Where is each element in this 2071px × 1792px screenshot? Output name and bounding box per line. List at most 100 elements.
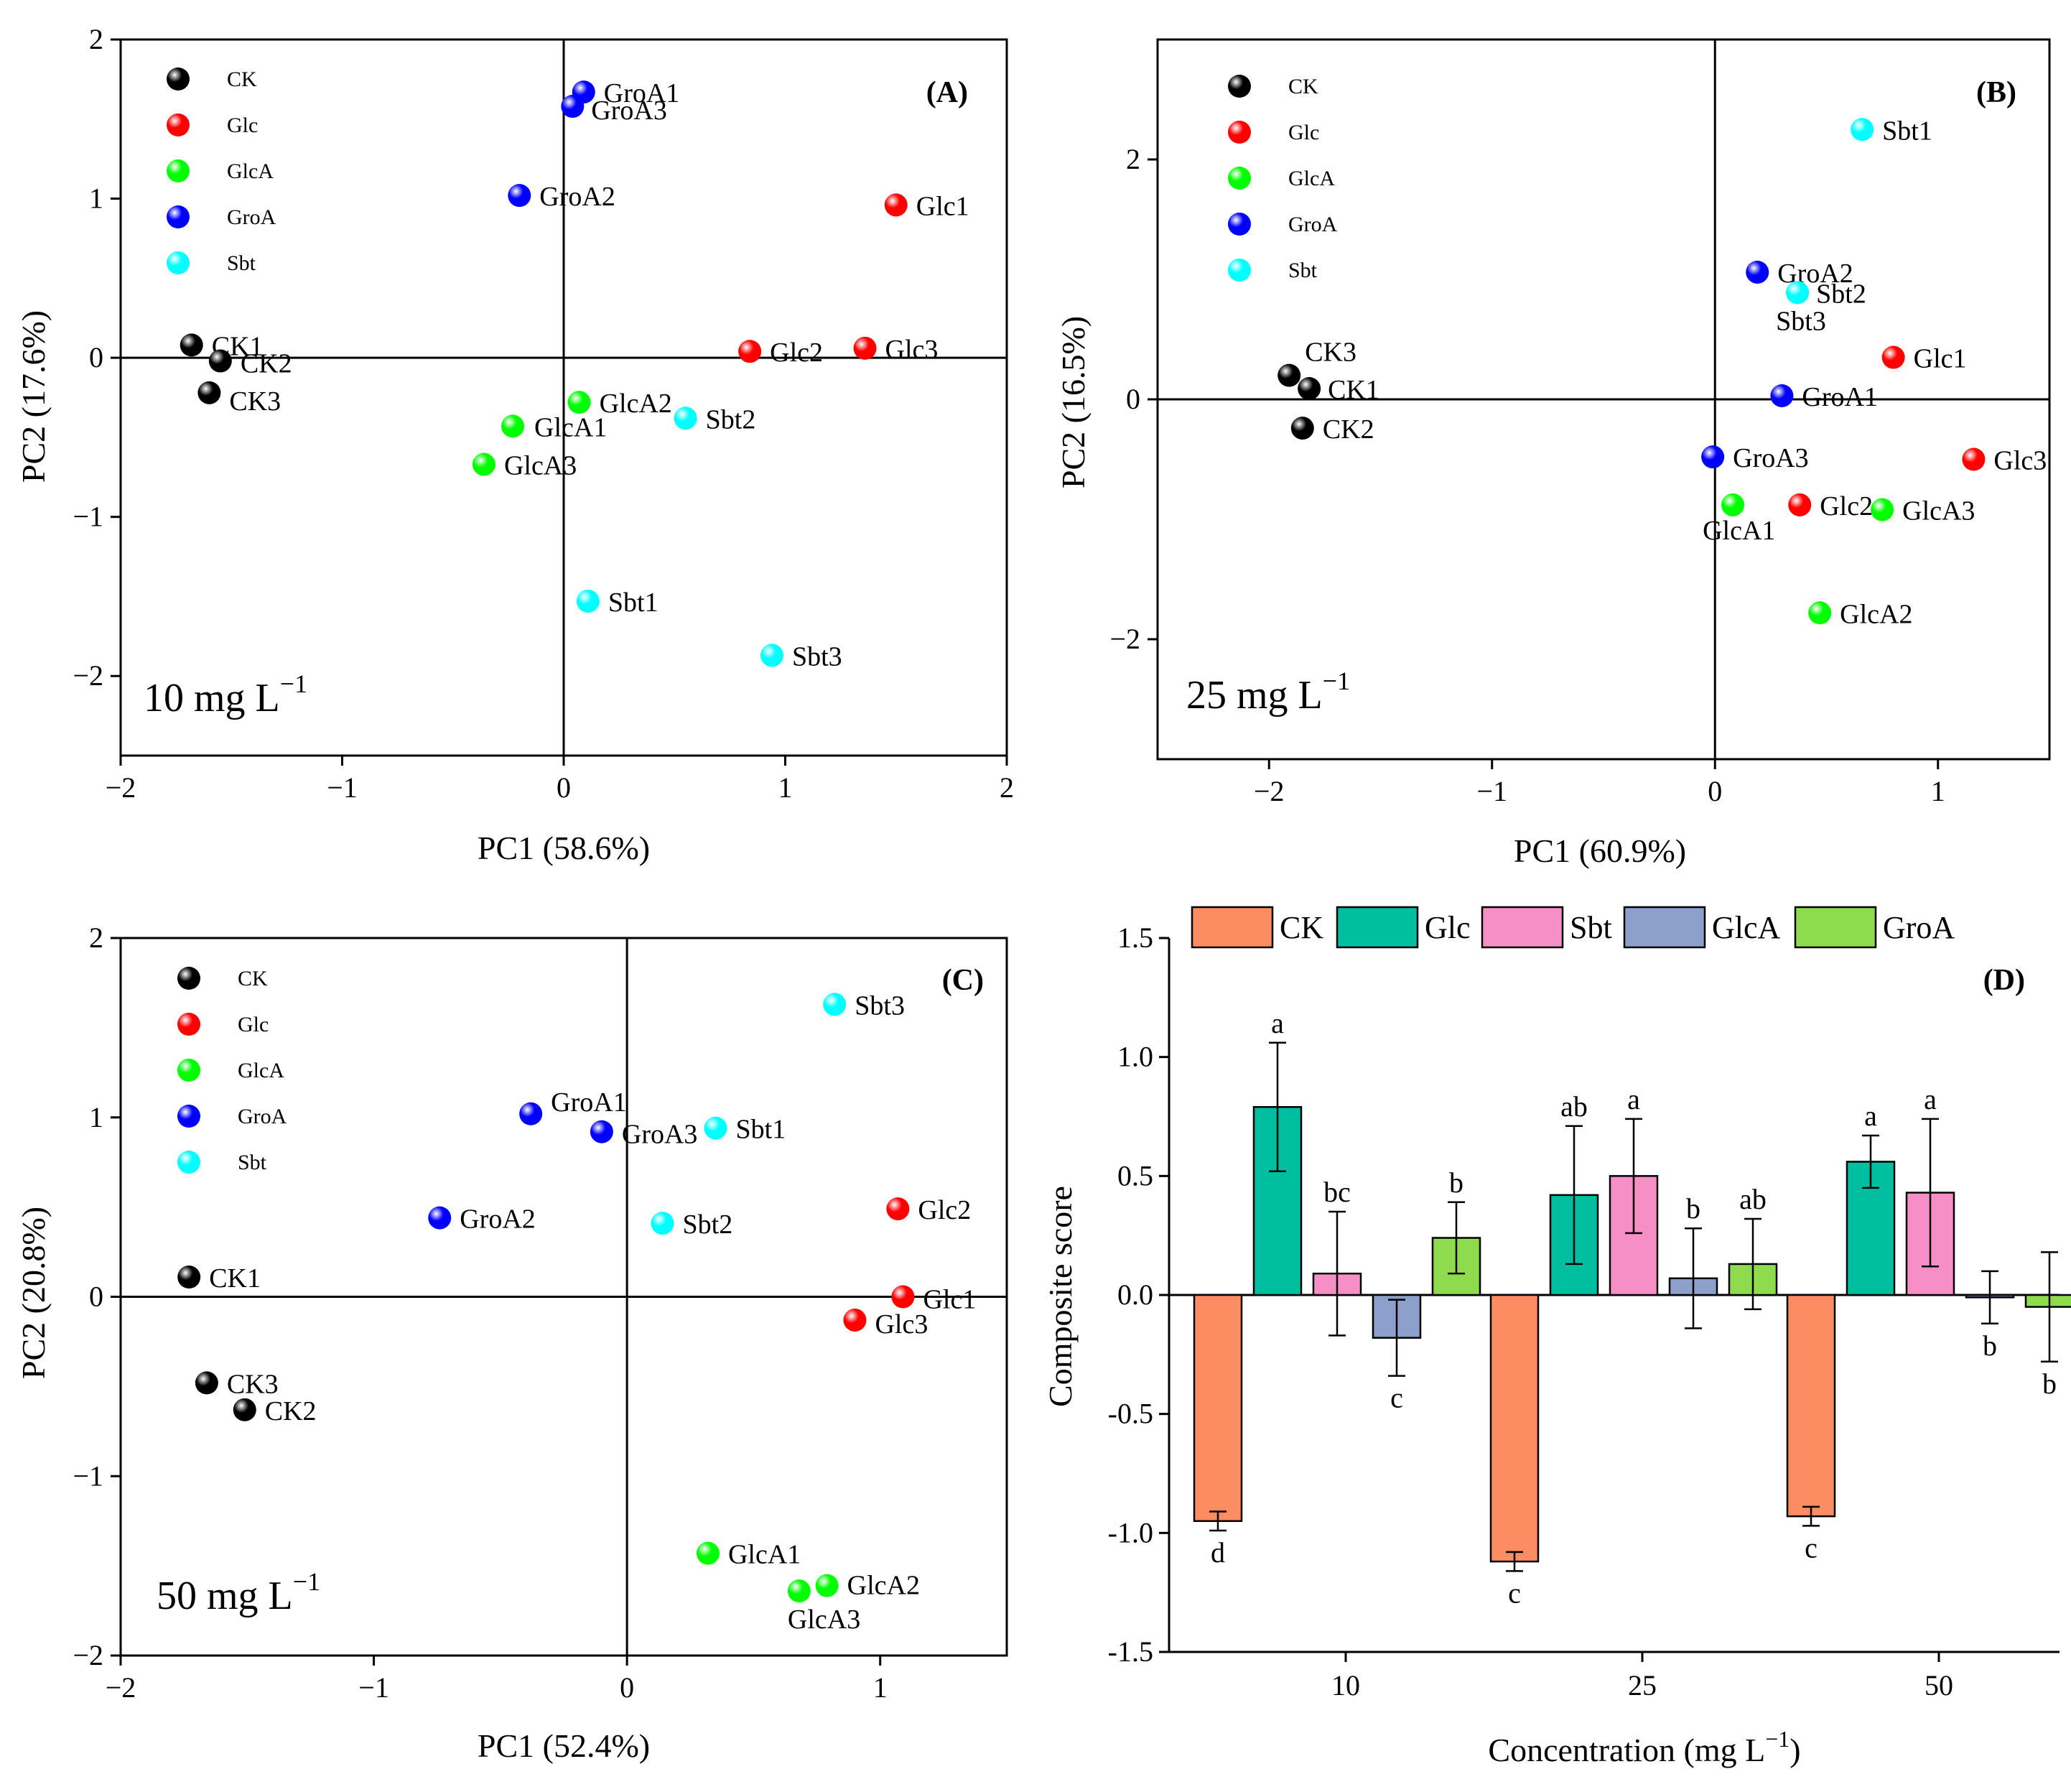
point-groa1 [1770,384,1794,407]
point-glc1 [891,1285,915,1309]
y-tick-label: 0 [89,341,103,373]
point-label-glca2: GlcA2 [1840,599,1912,629]
legend-label-groa: GroA [1883,910,1955,945]
panel-c-ylabel: PC2 (20.8%) [15,1207,52,1379]
y-tick-label: -1.5 [1108,1635,1153,1668]
y-tick-label: 2 [89,23,103,55]
legend-label-sbt: Sbt [227,251,256,275]
x-tick-label: −2 [106,1671,136,1704]
panel-c-tag: (C) [942,964,984,997]
point-ck2 [233,1398,256,1421]
point-sbt2 [674,407,697,430]
point-label-sbt1: Sbt1 [736,1115,786,1145]
legend-marker-glc [1228,121,1251,144]
legend-marker-glca [177,1059,200,1082]
point-sbt1 [704,1116,727,1140]
point-label-groa1: GroA1 [604,78,680,108]
point-glca1 [696,1541,720,1565]
point-label-sbt3: Sbt3 [855,990,905,1021]
bar-ck-50 [1786,1294,1836,1518]
y-tick-label: 1.0 [1117,1041,1153,1073]
legend-swatch-groa [1794,906,1877,949]
point-label-groa3: GroA3 [591,96,667,126]
significance-letter: b [2042,1368,2057,1400]
point-label-glca3: GlcA3 [1902,496,1975,526]
legend-label-sbt: Sbt [1570,910,1612,945]
point-label-groa3: GroA3 [622,1120,698,1150]
panel-c-axes: −2 −1 0 1 −2 −1 0 1 2 [73,921,1008,1704]
point-glca3 [472,452,495,476]
legend-label-glc: Glc [1288,121,1319,144]
panel-a-tag: (A) [926,76,968,109]
legend-label-glc: Glc [238,1013,269,1036]
legend-swatch-glc [1336,906,1419,949]
point-glc3 [843,1308,867,1332]
panel-d-tag: (D) [1983,964,2025,997]
y-tick-label: −2 [1109,623,1140,655]
point-ck3 [195,1371,218,1395]
point-label-groa2: GroA2 [539,182,615,212]
significance-letter: c [1508,1577,1521,1609]
point-label-groa2: GroA2 [460,1204,536,1235]
point-label-ck3: CK3 [229,386,281,417]
legend-marker-ck [1228,75,1251,98]
point-label-sbt2: Sbt2 [1816,279,1866,309]
point-label-groa3: GroA3 [1733,443,1809,473]
point-label-glca2: GlcA2 [600,389,672,419]
point-label-groa1: GroA1 [1802,382,1878,412]
x-tick-label: 1 [873,1671,888,1704]
significance-letter: b [1449,1166,1463,1199]
legend-label-groa: GroA [238,1105,287,1128]
point-label-glca1: GlcA1 [728,1540,801,1570]
point-sbt3 [760,644,783,667]
bar-groa-50 [2024,1294,2071,1308]
legend-label-ck: CK [238,967,268,990]
point-label-sbt2: Sbt2 [683,1210,733,1240]
point-label-ck2: CK2 [1323,414,1374,445]
y-tick-label: −1 [73,1459,103,1492]
x-tick-label: 50 [1925,1669,1953,1702]
significance-letter: d [1211,1536,1225,1569]
legend-label-sbt: Sbt [238,1151,267,1174]
point-label-glc2: Glc2 [1820,491,1873,521]
legend-swatch-glca [1623,906,1706,949]
panel-b-concentration: 25 mg L−1 [1186,667,1350,718]
point-label-glca3: GlcA3 [504,451,577,481]
legend-label-ck: CK [1280,910,1323,945]
point-label-groa1: GroA1 [551,1087,627,1118]
point-label-glca3: GlcA3 [788,1605,860,1635]
x-tick-label: −2 [1254,775,1285,807]
significance-letter: a [1271,1007,1284,1039]
x-tick-label: −1 [327,771,358,804]
bar-ck-10 [1193,1294,1243,1523]
panel-c-concentration: 50 mg L−1 [157,1567,320,1618]
point-glca2 [1808,601,1832,625]
point-label-glc2: Glc2 [918,1195,971,1225]
point-glca3 [787,1579,811,1603]
panel-d-bar-composite: CK Glc Sbt GlcA GroA -1.5 -1.0 -0.5 0.0 0.5 1.0 1.… [1042,906,2071,1768]
y-tick-label: 2 [89,921,103,954]
legend-marker-ck [177,967,200,990]
point-label-glca1: GlcA1 [534,412,607,442]
legend-label-ck: CK [227,68,257,91]
y-tick-label: 0.5 [1117,1159,1153,1192]
point-label-glc2: Glc2 [770,338,823,368]
legend-label-sbt: Sbt [1288,259,1318,282]
point-label-glc3: Glc3 [875,1309,928,1340]
point-label-ck2: CK2 [241,349,292,379]
point-label-sbt3: Sbt3 [792,641,842,672]
legend-label-glc: Glc [227,113,258,137]
point-sbt3 [1786,281,1810,305]
y-tick-label: 2 [1126,143,1140,175]
point-glca2 [815,1574,839,1597]
significance-letter: ab [1739,1183,1767,1215]
panel-d-legend: CK Glc Sbt GlcA GroA [1191,906,1955,949]
legend-marker-groa [167,205,190,228]
legend-label-ck: CK [1288,75,1318,98]
panel-a-concentration: 10 mg L−1 [144,669,307,720]
legend-marker-sbt [167,251,190,274]
